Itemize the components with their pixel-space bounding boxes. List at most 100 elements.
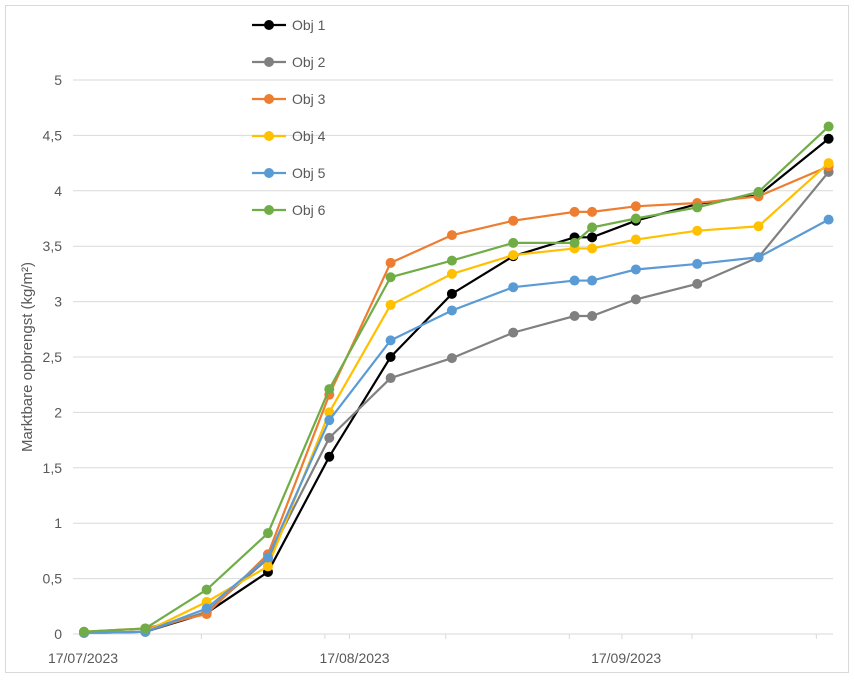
data-point	[446, 268, 457, 279]
data-point	[446, 255, 457, 266]
y-tick-label: 1	[54, 515, 62, 531]
data-point	[201, 603, 212, 614]
data-point	[823, 133, 834, 144]
data-point	[385, 299, 396, 310]
data-point	[262, 528, 273, 539]
data-point	[508, 237, 519, 248]
data-point	[692, 225, 703, 236]
y-tick-label: 2	[54, 404, 62, 420]
legend-label: Obj 6	[292, 202, 326, 218]
data-point	[569, 206, 580, 217]
data-point	[324, 415, 335, 426]
data-point	[508, 282, 519, 293]
legend-item: Obj 1	[252, 17, 326, 33]
data-point	[630, 294, 641, 305]
legend-marker	[264, 168, 274, 178]
x-tick-label: 17/09/2023	[591, 650, 661, 666]
data-point	[753, 221, 764, 232]
data-point	[508, 215, 519, 226]
legend-label: Obj 1	[292, 17, 326, 33]
data-point	[587, 275, 598, 286]
legend-marker	[264, 94, 274, 104]
y-tick-label: 5	[54, 72, 62, 88]
legend-item: Obj 4	[252, 128, 326, 144]
y-tick-label: 3	[54, 294, 62, 310]
legend-item: Obj 2	[252, 54, 326, 70]
chart-border	[5, 5, 849, 673]
data-point	[446, 230, 457, 241]
data-point	[569, 237, 580, 248]
data-point	[446, 353, 457, 364]
data-point	[823, 158, 834, 169]
series-line	[83, 165, 830, 633]
x-axis: 17/07/2023 17/08/2023 17/09/2023	[48, 633, 833, 666]
series-line	[83, 137, 830, 634]
legend-marker	[264, 57, 274, 67]
legend: Obj 1 Obj 2 Obj 3 Obj 4 Obj 5 Obj 6	[252, 17, 326, 218]
data-point	[324, 451, 335, 462]
data-point	[569, 311, 580, 322]
y-axis-label: Marktbare opbrengst (kg/m²)	[19, 262, 36, 452]
data-point	[630, 264, 641, 275]
data-point	[823, 214, 834, 225]
data-point	[140, 623, 151, 634]
data-point	[385, 335, 396, 346]
data-point	[630, 234, 641, 245]
series-line	[83, 218, 830, 634]
y-tick-label: 3,5	[43, 238, 63, 254]
legend-item: Obj 6	[252, 202, 326, 218]
legend-item: Obj 3	[252, 91, 326, 107]
legend-marker	[264, 131, 274, 141]
y-axis-ticks: 0 0,5 1 1,5 2 2,5 3 3,5 4 4,5 5	[43, 72, 63, 642]
legend-label: Obj 2	[292, 54, 326, 70]
data-point	[823, 121, 834, 132]
data-point	[201, 584, 212, 595]
data-point	[587, 222, 598, 233]
data-point	[587, 243, 598, 254]
data-point	[630, 213, 641, 224]
data-point	[508, 327, 519, 338]
y-tick-label: 4	[54, 183, 62, 199]
data-point	[587, 206, 598, 217]
data-point	[385, 272, 396, 283]
series-line	[83, 162, 830, 634]
legend-label: Obj 3	[292, 91, 326, 107]
data-point	[324, 432, 335, 443]
y-tick-label: 4,5	[43, 127, 63, 143]
data-point	[692, 278, 703, 289]
y-tick-label: 2,5	[43, 349, 63, 365]
data-point	[587, 232, 598, 243]
data-point	[324, 384, 335, 395]
y-tick-label: 0	[54, 626, 62, 642]
data-point	[446, 288, 457, 299]
data-point	[508, 250, 519, 261]
data-point	[692, 202, 703, 213]
legend-label: Obj 5	[292, 165, 326, 181]
series-group	[79, 121, 834, 638]
series-obj-6	[79, 121, 834, 637]
data-point	[587, 311, 598, 322]
data-point	[753, 186, 764, 197]
y-tick-label: 0,5	[43, 571, 63, 587]
data-point	[385, 373, 396, 384]
series-line	[83, 125, 830, 633]
legend-label: Obj 4	[292, 128, 326, 144]
x-tick-label: 17/07/2023	[48, 650, 118, 666]
series-obj-5	[79, 214, 834, 638]
legend-marker	[264, 205, 274, 215]
data-point	[262, 552, 273, 563]
data-point	[569, 275, 580, 286]
data-point	[753, 252, 764, 263]
data-point	[324, 407, 335, 418]
x-tick-label: 17/08/2023	[320, 650, 390, 666]
y-tick-label: 1,5	[43, 460, 63, 476]
data-point	[262, 561, 273, 572]
data-point	[79, 626, 89, 637]
data-point	[385, 352, 396, 362]
legend-marker	[264, 20, 274, 30]
legend-item: Obj 5	[252, 165, 326, 181]
data-point	[692, 258, 703, 269]
data-point	[385, 257, 396, 268]
series-obj-4	[79, 158, 834, 638]
